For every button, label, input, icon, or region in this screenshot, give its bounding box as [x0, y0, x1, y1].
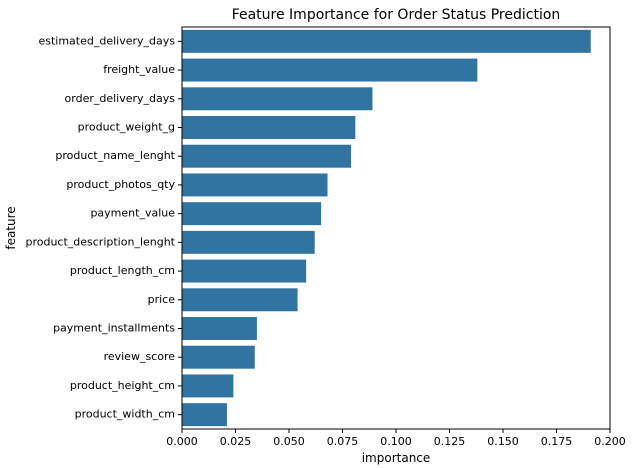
y-tick-label: review_score [104, 350, 176, 363]
x-tick-label: 0.075 [327, 435, 359, 448]
x-tick-label: 0.200 [594, 435, 626, 448]
bar-product_name_lenght [182, 144, 352, 168]
x-tick-label: 0.100 [380, 435, 412, 448]
bar-freight_value [182, 58, 478, 82]
bar-review_score [182, 345, 255, 369]
x-tick-label: 0.050 [273, 435, 305, 448]
x-tick-label: 0.150 [487, 435, 519, 448]
y-tick-label: product_description_lenght [25, 235, 175, 248]
x-axis-label: importance [362, 451, 431, 465]
y-tick-label: product_height_cm [70, 379, 175, 392]
x-tick-label: 0.175 [541, 435, 573, 448]
bar-order_delivery_days [182, 87, 373, 111]
y-tick-label: estimated_delivery_days [38, 34, 175, 47]
y-axis-label: feature [4, 206, 18, 249]
x-tick-label: 0.000 [166, 435, 198, 448]
x-tick-label: 0.025 [220, 435, 252, 448]
y-axis-ticks: estimated_delivery_days freight_valueorde… [25, 34, 182, 421]
y-tick-label: product_weight_g [78, 121, 175, 134]
bar-payment_value [182, 202, 322, 226]
y-tick-label: product_length_cm [70, 264, 175, 277]
bar-product_description_lenght [182, 230, 315, 254]
y-tick-label: payment_value [90, 207, 175, 220]
bar-price [182, 288, 298, 312]
bar-product_height_cm [182, 374, 234, 398]
x-tick-label: 0.125 [434, 435, 466, 448]
plot-frame [181, 26, 611, 430]
y-tick-label: freight_value [103, 63, 175, 76]
y-tick-label: product_photos_qty [66, 178, 175, 191]
x-axis-ticks: 0.000 0.025 0.050 0.075 0.100 0.125 0.150 0.175… [166, 429, 626, 448]
bar-product_length_cm [182, 259, 307, 283]
bars-layer [182, 29, 591, 427]
y-tick-label: payment_installments [53, 322, 175, 335]
bar-payment_installments [182, 317, 257, 340]
y-tick-label: order_delivery_days [65, 92, 176, 105]
y-tick-label: product_width_cm [75, 408, 175, 421]
bar-product_width_cm [182, 403, 227, 427]
chart-title: Feature Importance for Order Status Pred… [232, 7, 561, 23]
y-tick-label: price [148, 293, 176, 306]
bar-product_photos_qty [182, 173, 328, 197]
bar-estimated_delivery_days [182, 29, 591, 53]
bar-product_weight_g [182, 116, 356, 139]
y-tick-label: product_name_lenght [55, 149, 175, 162]
